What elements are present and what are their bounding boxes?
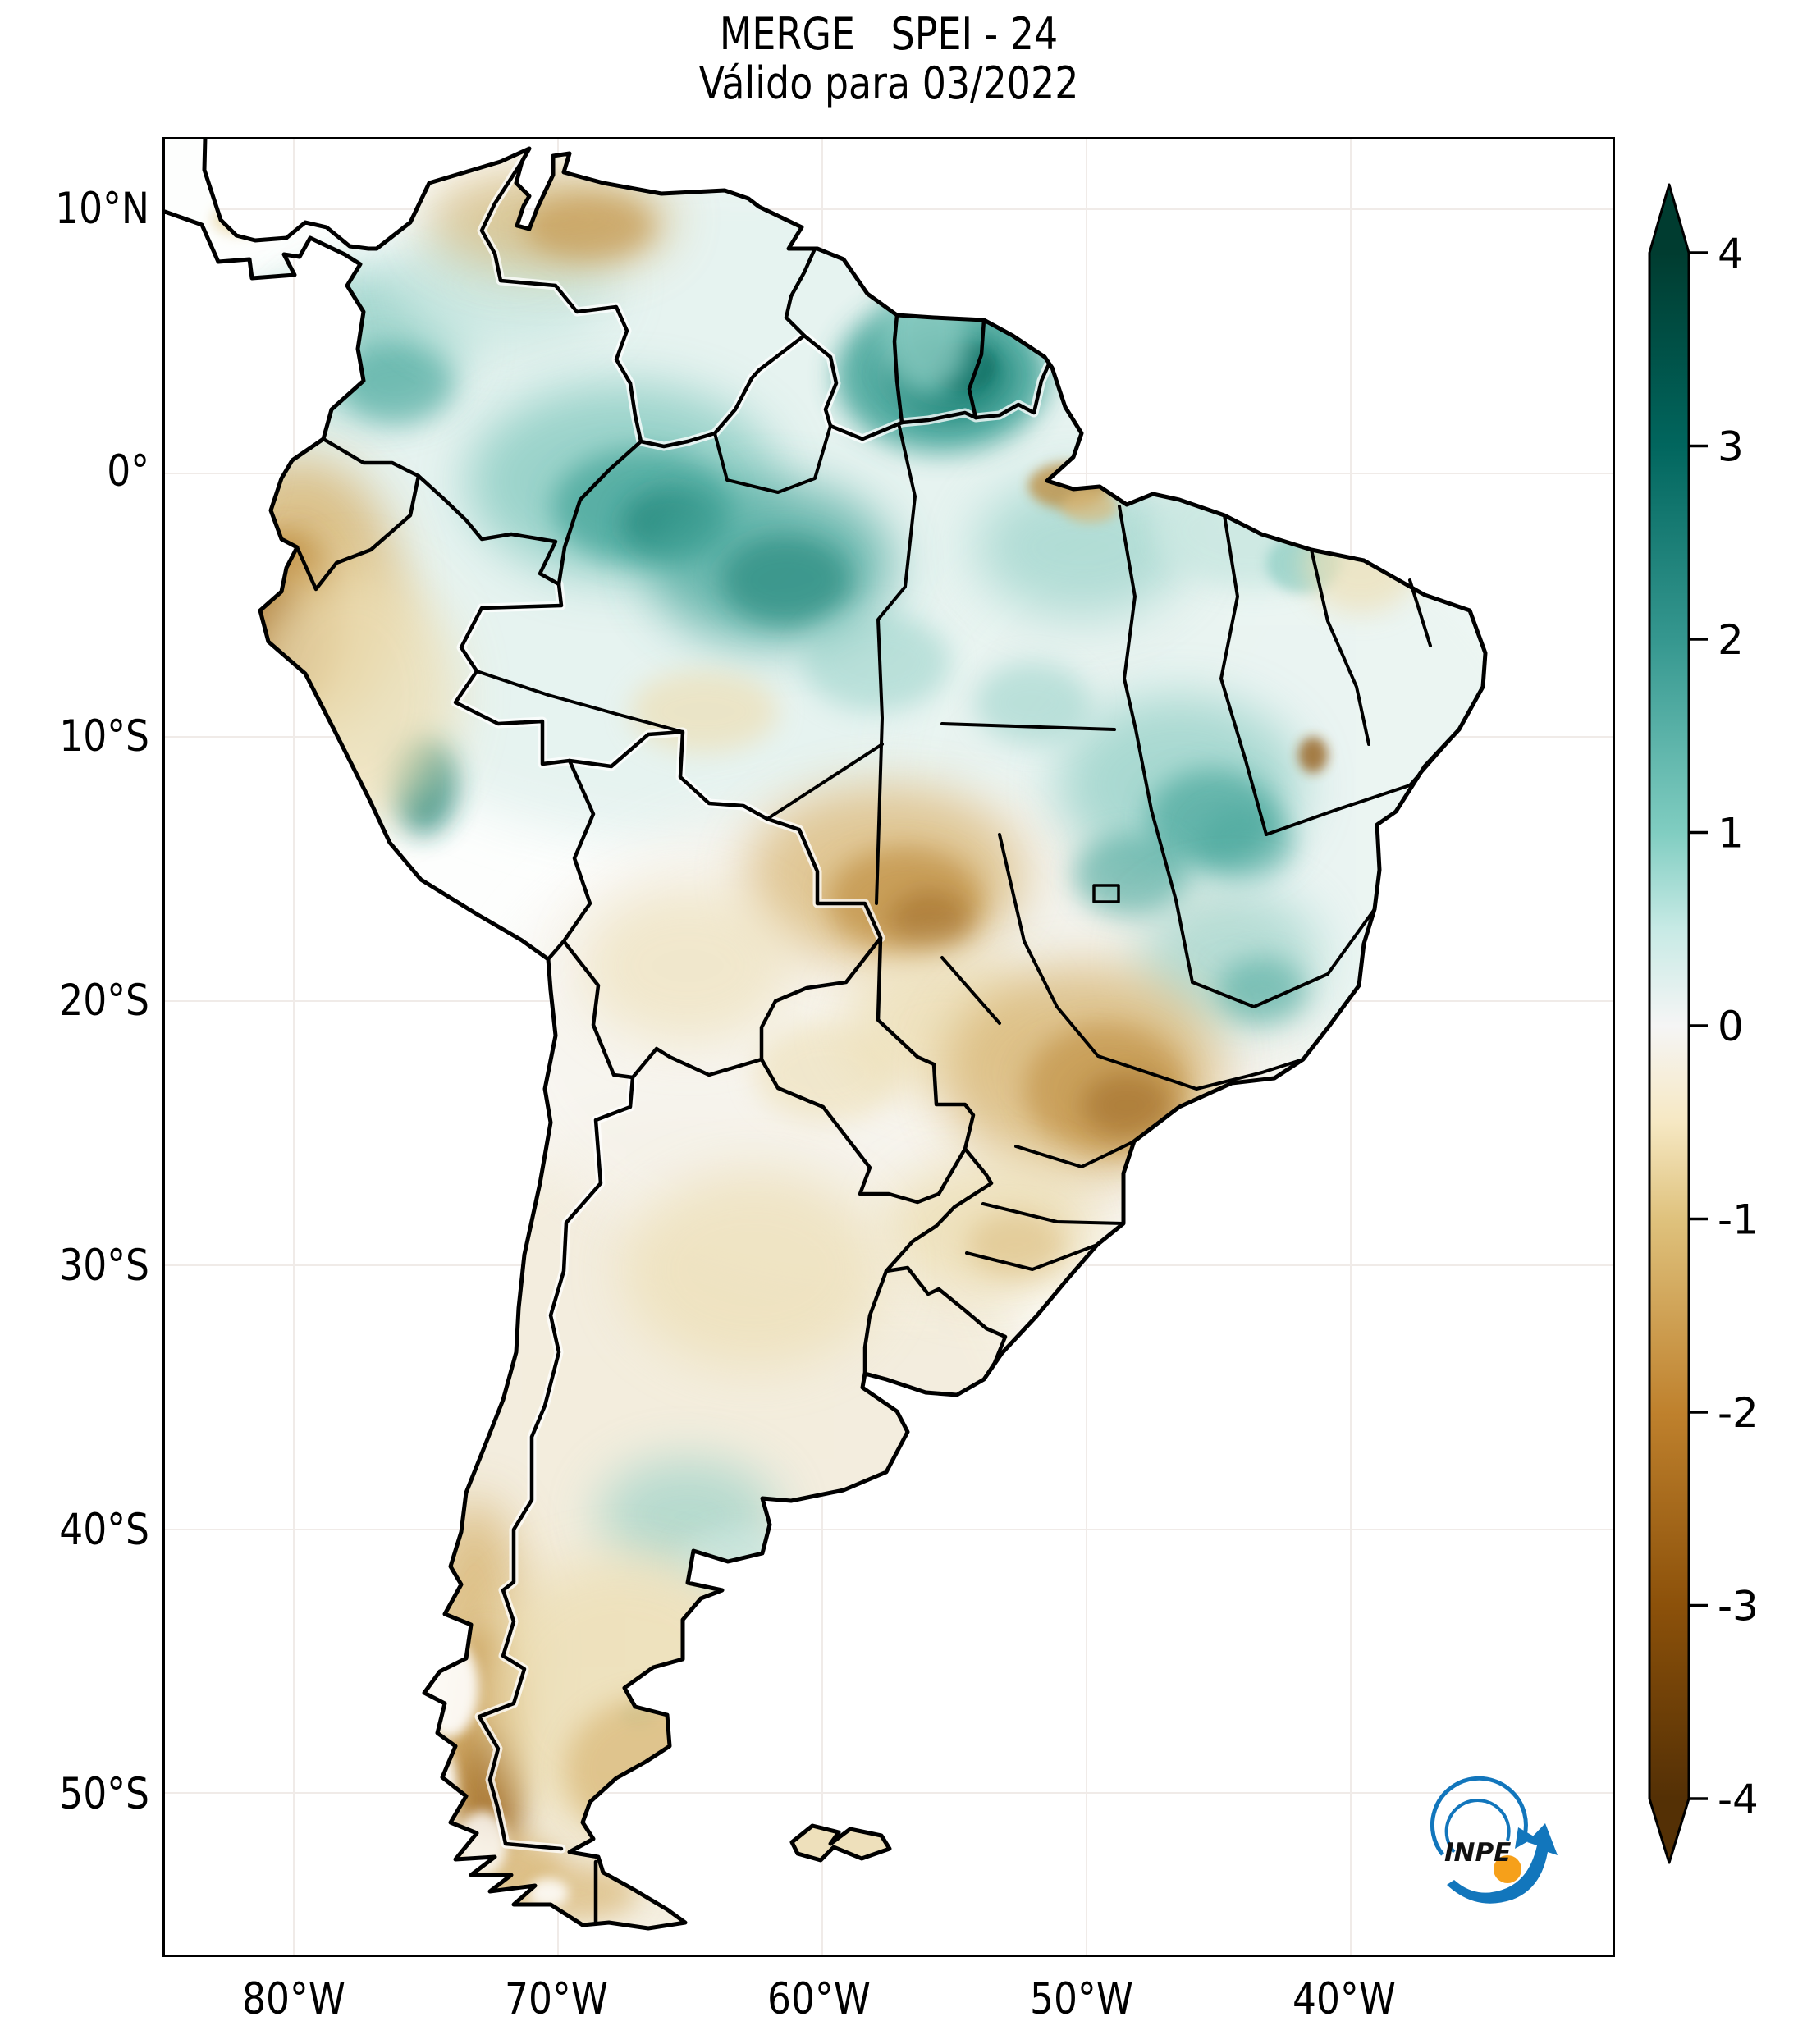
colorbar-gradient xyxy=(1648,183,1690,1864)
y-axis-tick-10S: 10°S xyxy=(59,711,149,761)
colorbar-label-0: 0 xyxy=(1718,1003,1744,1050)
y-axis-tick-40S: 40°S xyxy=(59,1505,149,1555)
colorbar-label-1: 1 xyxy=(1718,810,1744,857)
coastline xyxy=(162,137,1488,1931)
inpe-swirl-icon xyxy=(1430,1776,1558,1904)
y-axis-tick-20S: 20°S xyxy=(59,976,149,1026)
inpe-arrow-icon xyxy=(1447,1823,1558,1904)
colorbar-ticks xyxy=(1689,251,1708,1800)
colorbar-label-m1: -1 xyxy=(1718,1196,1759,1244)
map-canvas xyxy=(162,137,1615,1957)
colorbar-label-m3: -3 xyxy=(1718,1583,1759,1630)
colorbar-label-4: 4 xyxy=(1718,230,1744,277)
x-axis-tick-50W: 50°W xyxy=(1030,1974,1133,2024)
map-title: MERGE SPEI - 24 xyxy=(719,8,1059,60)
x-axis-tick-40W: 40°W xyxy=(1292,1974,1396,2024)
y-axis-tick-0: 0° xyxy=(107,446,149,496)
colorbar: 4 3 2 1 0 -1 -2 -3 -4 xyxy=(1648,183,1759,1864)
y-axis-tick-10N: 10°N xyxy=(55,184,149,234)
inpe-logo: INPE xyxy=(1430,1776,1558,1904)
x-axis-tick-70W: 70°W xyxy=(505,1974,608,2024)
x-axis-tick-80W: 80°W xyxy=(242,1974,345,2024)
colorbar-label-m2: -2 xyxy=(1718,1389,1759,1437)
y-axis-tick-30S: 30°S xyxy=(59,1241,149,1291)
inpe-logo-text: INPE xyxy=(1444,1838,1511,1868)
inpe-orange-dot xyxy=(1494,1855,1521,1883)
colorbar-label-3: 3 xyxy=(1718,423,1744,471)
falkland-islands xyxy=(789,1823,892,1863)
map-subtitle: Válido para 03/2022 xyxy=(698,57,1079,109)
title-block: MERGE SPEI - 24 Válido para 03/2022 xyxy=(0,0,1777,107)
colorbar-label-2: 2 xyxy=(1718,616,1744,664)
colorbar-label-m4: -4 xyxy=(1718,1776,1759,1823)
x-axis-tick-60W: 60°W xyxy=(767,1974,871,2024)
y-axis-tick-50S: 50°S xyxy=(59,1769,149,1819)
map-frame xyxy=(162,137,1615,1957)
country-borders xyxy=(295,159,1055,1925)
continent-raster xyxy=(162,137,1488,1931)
